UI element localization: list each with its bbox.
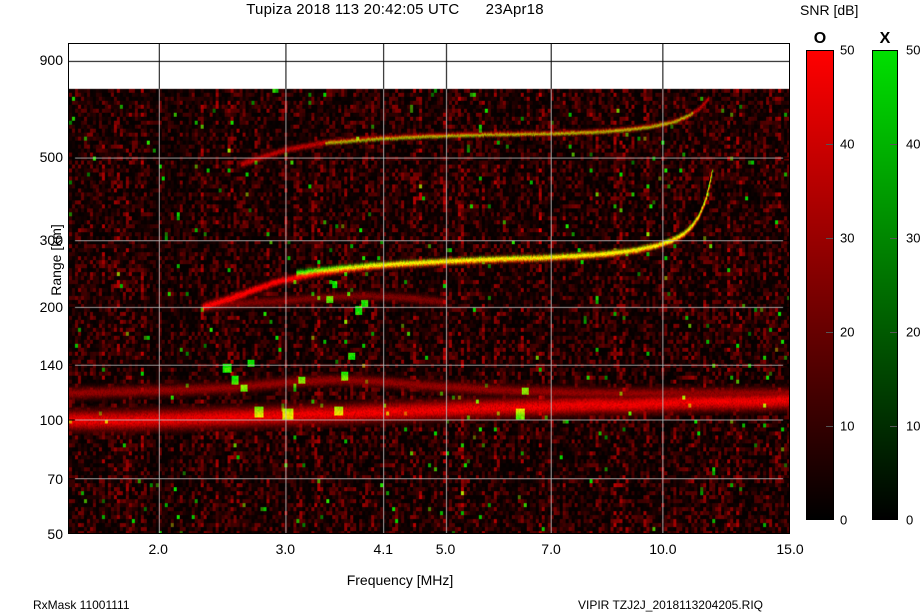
x-tick-4.1: 4.1 [373,541,394,557]
colorbar-extraordinary [872,50,898,520]
colorbar-dash [890,144,897,145]
rxmask-label: RxMask 11001111 [33,598,130,612]
ionogram-plot [68,43,790,534]
colorbar-dash [826,426,833,427]
colorbar-o-tick-20: 20 [840,324,855,340]
page-title: Tupiza 2018 113 20:42:05 UTC 23Apr18 [246,1,544,18]
colorbar-ordinary [806,50,834,520]
colorbar-dash [890,426,897,427]
colorbar-title: SNR [dB] [800,2,859,18]
y-axis-label: Range [km] [48,224,64,296]
x-axis-label: Frequency [MHz] [346,572,454,588]
colorbar-o-tick-50: 50 [840,42,855,58]
colorbar-dash [826,238,833,239]
colorbar-x-tick-40: 40 [906,136,921,152]
y-tick-200: 200 [39,298,63,315]
x-tick-7.0: 7.0 [541,541,561,557]
colorbar-dash [890,332,897,333]
colorbar-o-tick-30: 30 [840,230,855,246]
colorbar-o-tick-0: 0 [840,512,848,528]
colorbar-x-tick-20: 20 [906,324,921,340]
colorbar-o-letter: O [813,30,827,47]
colorbar-x-tick-10: 10 [906,418,921,434]
y-tick-100: 100 [39,412,63,429]
y-tick-500: 500 [39,148,63,165]
x-tick-3.0: 3.0 [275,541,296,557]
y-tick-300: 300 [39,232,63,249]
colorbar-dash [826,332,833,333]
y-tick-50: 50 [47,526,63,542]
ionogram-canvas [69,44,789,533]
x-tick-15.0: 15.0 [776,541,804,557]
colorbar-dash [890,238,897,239]
source-file-label: VIPIR TZJ2J_2018113204205.RIQ [578,598,764,612]
y-tick-140: 140 [39,357,63,374]
y-tick-70: 70 [47,470,63,487]
x-tick-10.0: 10.0 [649,541,677,557]
colorbar-x-tick-0: 0 [906,512,914,528]
colorbar-o-tick-10: 10 [840,418,855,434]
colorbar-x-tick-30: 30 [906,230,921,246]
x-tick-2.0: 2.0 [148,541,168,557]
colorbar-dash [826,144,833,145]
colorbar-x-letter: X [879,30,891,47]
y-axis-ticks: 900 500 300 200 140 100 70 50 [0,0,63,614]
x-tick-5.0: 5.0 [435,541,456,557]
y-tick-900: 900 [39,52,63,69]
colorbar-o-tick-40: 40 [840,136,855,152]
colorbar-x-tick-50: 50 [906,42,921,58]
